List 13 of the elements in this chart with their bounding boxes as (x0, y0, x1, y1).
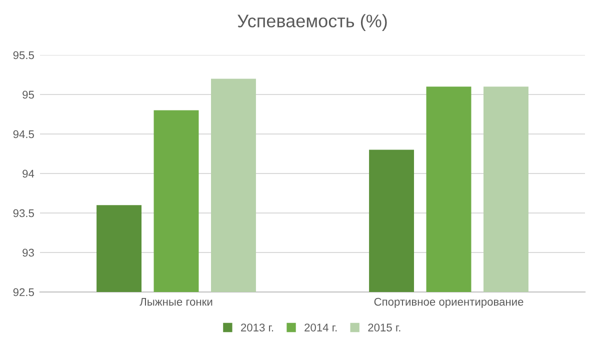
x-tick-label: Лыжные гонки (140, 298, 212, 306)
x-tick-label: Спортивное ориентирование (374, 298, 524, 308)
legend-label: 2015 г. (368, 324, 400, 332)
y-tick-label: 93 (22, 248, 34, 257)
y-tick-label: 95.5 (13, 51, 34, 60)
y-tick-label: 92.5 (13, 288, 34, 296)
legend-label: 2013 г. (241, 324, 274, 332)
y-tick-label: 93.5 (13, 209, 34, 218)
y-tick-label: 95 (22, 90, 34, 99)
legend-label: 2014 г. (304, 324, 337, 332)
chart-title: Успеваемость (%) (238, 14, 387, 31)
y-tick-label: 94 (22, 170, 34, 178)
y-tick-label: 94.5 (13, 130, 34, 138)
